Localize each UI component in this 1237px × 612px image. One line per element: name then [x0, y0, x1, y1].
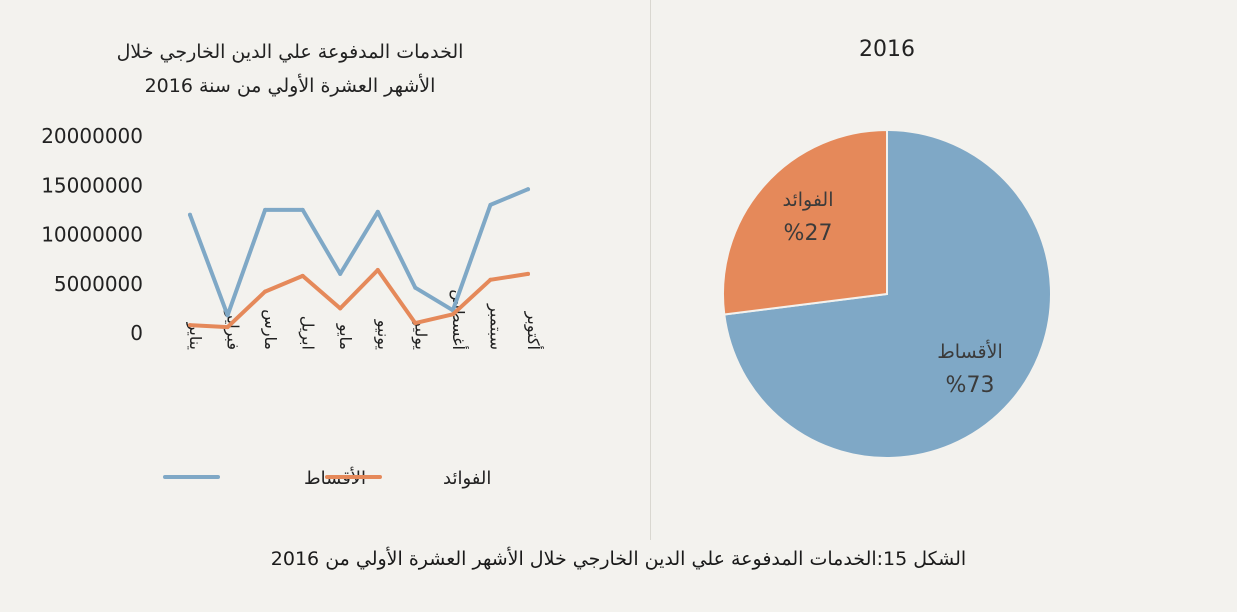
series-1-point: [188, 323, 192, 328]
series-1-point: [225, 325, 230, 330]
series-0-point: [263, 207, 268, 212]
series-0-point: [375, 209, 380, 214]
pie-slice-value-0: %73: [946, 373, 995, 398]
series-lines: [188, 187, 530, 330]
y-tick-label: 0: [130, 321, 143, 345]
pie-slices: [721, 128, 1052, 459]
pie-slice-label-0: الأقساط: [937, 340, 1003, 363]
series-line-1: [188, 268, 530, 330]
y-tick-label: 5000000: [54, 272, 143, 296]
x-tick-label: يناير: [185, 322, 205, 350]
line-chart: الخدمات المدفوعة علي الدين الخارجي خلال …: [41, 41, 544, 489]
figure-caption: الشكل 15:الخدمات المدفوعة علي الدين الخا…: [270, 548, 967, 570]
series-1-point: [450, 312, 455, 317]
series-0-point: [188, 212, 192, 217]
series-1-point: [413, 321, 418, 326]
x-tick-label: يوليو: [410, 318, 430, 350]
series-0-point: [413, 285, 418, 290]
line-chart-title-line1: الخدمات المدفوعة علي الدين الخارجي خلال: [117, 41, 464, 63]
series-1-point: [375, 267, 380, 272]
series-0-point: [338, 271, 343, 276]
pie-slice-label-1: الفوائد: [782, 189, 833, 211]
x-axis-ticks: يناير فبراير مارس ابريل مايو يونيو يوليو أغسطس س…: [185, 289, 544, 350]
y-tick-label: 20000000: [41, 124, 143, 148]
series-1-point: [526, 271, 530, 276]
y-tick-label: 15000000: [41, 173, 143, 197]
x-tick-label: مارس: [260, 309, 280, 350]
panel-divider: [650, 0, 651, 540]
pie-slice-1: [721, 128, 888, 316]
series-0-point: [526, 187, 530, 192]
x-tick-label: أكتوبر: [523, 311, 544, 350]
pie-labels: الأقساط %73 الفوائد %27: [782, 189, 1002, 398]
line-chart-title-line2: الأشهر العشرة الأولي من سنة 2016: [145, 74, 436, 97]
series-line-0: [188, 187, 530, 318]
series-1-point: [488, 277, 493, 282]
pie-chart: 2016 الأقساط %73 الفوائد %27: [721, 37, 1052, 459]
series-0-point: [300, 207, 305, 212]
pie-chart-title: 2016: [859, 37, 915, 62]
series-1-point: [338, 306, 343, 311]
series-0-point: [488, 202, 493, 207]
y-tick-label: 10000000: [41, 223, 143, 247]
y-axis-ticks: 20000000 15000000 10000000 5000000 0: [41, 124, 143, 345]
x-tick-label: مايو: [335, 323, 355, 350]
pie-slice-value-1: %27: [784, 221, 833, 246]
series-0-point: [225, 313, 230, 318]
x-tick-label: ابريل: [298, 316, 318, 350]
series-1-point: [263, 289, 268, 294]
x-tick-label: يونيو: [373, 319, 393, 350]
legend: الأقساطالفوائد: [163, 467, 491, 489]
series-1-point: [300, 273, 305, 278]
legend-label-1: الفوائد: [443, 468, 491, 489]
x-tick-label: سبتمبر: [485, 303, 505, 350]
